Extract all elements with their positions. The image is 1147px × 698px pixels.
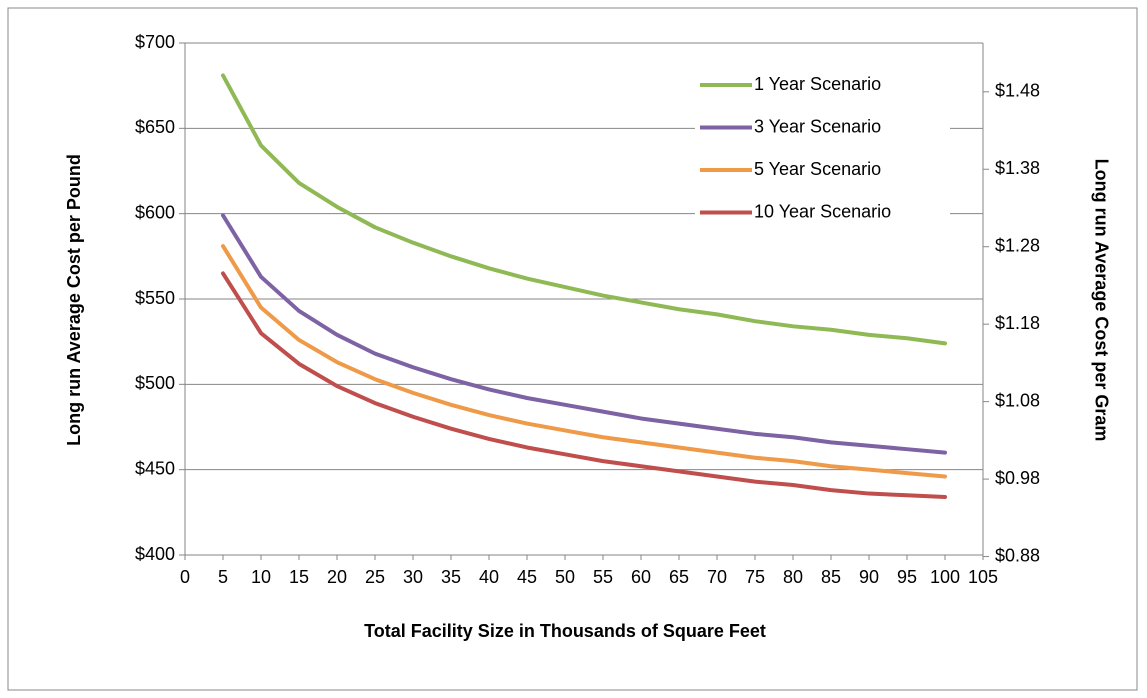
y-axis-label: Long run Average Cost per Pound bbox=[64, 154, 84, 446]
x-tick-label: 80 bbox=[783, 567, 803, 587]
x-tick-label: 65 bbox=[669, 567, 689, 587]
x-tick-label: 25 bbox=[365, 567, 385, 587]
x-tick-label: 5 bbox=[218, 567, 228, 587]
y2-axis-label: Long run Average Cost per Gram bbox=[1091, 159, 1111, 442]
y-tick-label: $550 bbox=[135, 288, 175, 308]
y2-tick-label: $1.38 bbox=[995, 158, 1040, 178]
y-tick-label: $650 bbox=[135, 117, 175, 137]
legend-label: 1 Year Scenario bbox=[754, 74, 881, 94]
y-tick-label: $400 bbox=[135, 544, 175, 564]
series-line bbox=[221, 244, 947, 479]
x-tick-label: 75 bbox=[745, 567, 765, 587]
x-tick-label: 50 bbox=[555, 567, 575, 587]
legend-box bbox=[695, 68, 950, 228]
y-tick-label: $600 bbox=[135, 202, 175, 222]
y-tick-label: $500 bbox=[135, 373, 175, 393]
y2-tick-label: $1.08 bbox=[995, 390, 1040, 410]
legend-label: 5 Year Scenario bbox=[754, 159, 881, 179]
y2-tick-label: $1.18 bbox=[995, 313, 1040, 333]
series-line bbox=[221, 213, 947, 455]
x-tick-label: 70 bbox=[707, 567, 727, 587]
x-tick-label: 0 bbox=[180, 567, 190, 587]
series-line bbox=[221, 271, 947, 499]
x-tick-label: 20 bbox=[327, 567, 347, 587]
y2-tick-label: $1.28 bbox=[995, 235, 1040, 255]
x-tick-label: 90 bbox=[859, 567, 879, 587]
x-tick-label: 95 bbox=[897, 567, 917, 587]
x-tick-label: 35 bbox=[441, 567, 461, 587]
y-tick-label: $700 bbox=[135, 32, 175, 52]
y-tick-label: $450 bbox=[135, 458, 175, 478]
x-tick-label: 85 bbox=[821, 567, 841, 587]
x-tick-label: 15 bbox=[289, 567, 309, 587]
x-axis-label: Total Facility Size in Thousands of Squa… bbox=[364, 621, 766, 641]
x-tick-label: 45 bbox=[517, 567, 537, 587]
y2-tick-label: $1.48 bbox=[995, 81, 1040, 101]
y2-tick-label: $0.98 bbox=[995, 468, 1040, 488]
series-line bbox=[221, 73, 947, 346]
x-tick-label: 55 bbox=[593, 567, 613, 587]
y2-tick-label: $0.88 bbox=[995, 545, 1040, 565]
chart-frame bbox=[7, 7, 1138, 691]
x-tick-label: 105 bbox=[968, 567, 998, 587]
legend-label: 10 Year Scenario bbox=[754, 201, 891, 221]
x-tick-label: 60 bbox=[631, 567, 651, 587]
x-tick-label: 40 bbox=[479, 567, 499, 587]
x-tick-label: 100 bbox=[930, 567, 960, 587]
legend-label: 3 Year Scenario bbox=[754, 116, 881, 136]
x-tick-label: 30 bbox=[403, 567, 423, 587]
x-tick-label: 10 bbox=[251, 567, 271, 587]
